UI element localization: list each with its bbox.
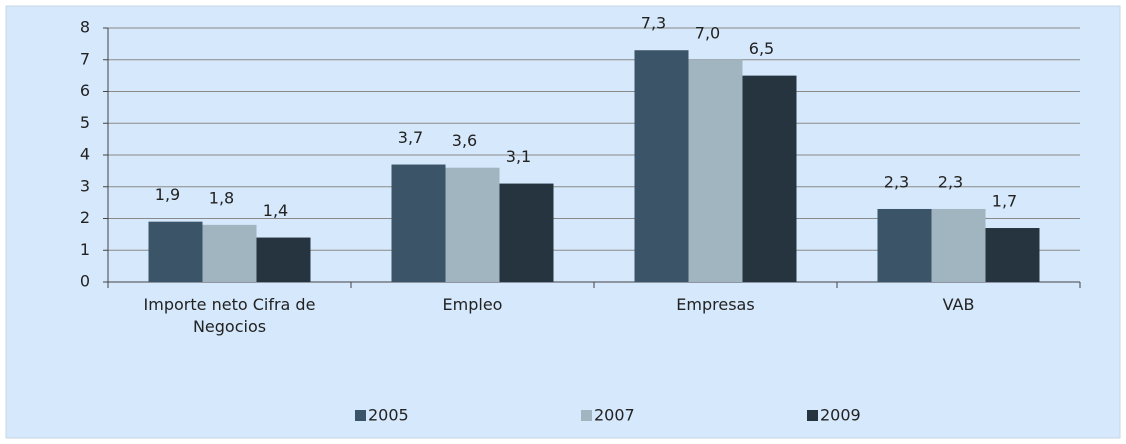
x-tick-label: VAB: [942, 295, 975, 314]
bar: [256, 237, 311, 282]
x-tick-label: Importe neto Cifra de Negocios: [143, 295, 316, 336]
x-tick-label: Empleo: [442, 295, 503, 314]
y-tick-label: 4: [80, 145, 90, 164]
y-tick-label: 7: [80, 49, 90, 68]
value-label: 1,4: [263, 201, 288, 220]
y-tick-label: 5: [80, 113, 90, 132]
bar: [877, 208, 932, 282]
legend-swatch: [807, 410, 818, 421]
bar: [445, 167, 500, 282]
value-label: 2,3: [938, 172, 963, 191]
y-tick-label: 0: [80, 272, 90, 291]
value-label: 1,9: [155, 185, 180, 204]
y-tick-label: 1: [80, 240, 90, 259]
bar: [742, 75, 797, 282]
x-tick-label-box: Empresas: [676, 295, 755, 314]
x-tick-label: Empresas: [676, 295, 755, 314]
legend-label: 2005: [368, 406, 409, 425]
bar: [499, 183, 554, 282]
value-label: 3,6: [452, 131, 477, 150]
legend-label: 2007: [594, 406, 635, 425]
x-tick-label-box: VAB: [942, 295, 975, 314]
value-label: 1,8: [209, 188, 234, 207]
bar: [985, 228, 1040, 282]
value-label: 3,1: [506, 147, 531, 166]
y-tick-label: 8: [80, 18, 90, 37]
value-label: 6,5: [749, 39, 774, 58]
bar: [688, 59, 743, 282]
bar: [634, 50, 689, 282]
bar: [202, 224, 257, 282]
value-label: 3,7: [398, 128, 423, 147]
value-label: 2,3: [884, 172, 909, 191]
bar: [931, 208, 986, 282]
legend-swatch: [355, 410, 366, 421]
y-tick-label: 2: [80, 208, 90, 227]
x-tick-label-box: Importe neto Cifra de Negocios: [143, 295, 316, 336]
legend-label: 2009: [820, 406, 861, 425]
bar: [391, 164, 446, 282]
y-tick-label: 3: [80, 176, 90, 195]
value-label: 7,0: [695, 23, 720, 42]
y-tick-label: 6: [80, 81, 90, 100]
value-label: 1,7: [992, 192, 1017, 211]
x-tick-label-box: Empleo: [442, 295, 503, 314]
bar: [148, 221, 203, 282]
value-label: 7,3: [641, 14, 666, 33]
legend-swatch: [581, 410, 592, 421]
